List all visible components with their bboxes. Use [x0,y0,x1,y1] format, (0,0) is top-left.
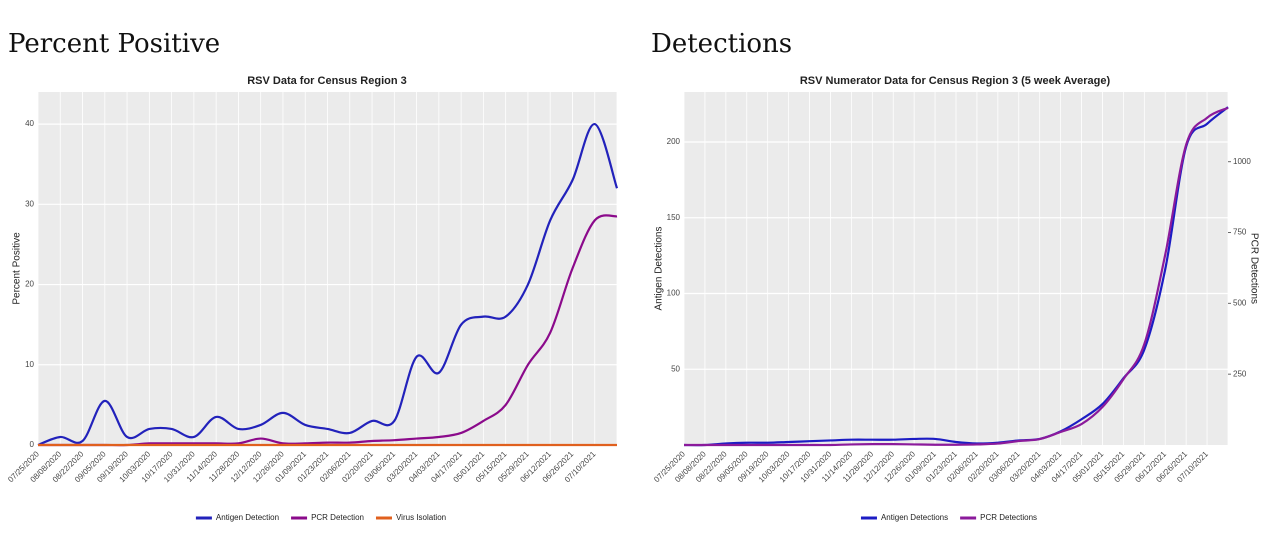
y2-axis-label: PCR Detections [1248,233,1259,304]
y-tick-label: 30 [25,199,34,208]
legend-label: PCR Detections [980,513,1037,522]
y2-tick-label: 750 [1233,228,1247,237]
series-line [683,106,1229,447]
y-tick-label: 200 [667,137,681,146]
y2-tick-label: 500 [1233,298,1247,307]
legend-label: Virus Isolation [396,513,446,522]
y-tick-label: 150 [667,213,681,222]
section-heading: Detections [651,29,792,59]
y-tick-label: 40 [25,119,34,128]
y-tick-label: 20 [25,280,34,289]
y-axis-label: Percent Positive [12,232,23,305]
legend-label: PCR Detection [311,513,364,522]
series-line [37,123,619,447]
y-tick-label: 0 [30,440,35,449]
chart-title: RSV Data for Census Region 3 [247,75,407,87]
legend-label: Antigen Detections [881,513,948,522]
y-tick-label: 100 [667,289,681,298]
y2-tick-label: 250 [1233,369,1247,378]
y2-tick-label: 1000 [1233,157,1251,166]
y-tick-label: 50 [671,364,680,373]
section-heading: Percent Positive [8,29,220,59]
y-tick-label: 10 [25,360,34,369]
chart-title: RSV Numerator Data for Census Region 3 (… [800,75,1111,87]
series-line [684,106,1229,447]
legend-label: Antigen Detection [216,513,279,522]
y-axis-label: Antigen Detections [654,227,665,311]
